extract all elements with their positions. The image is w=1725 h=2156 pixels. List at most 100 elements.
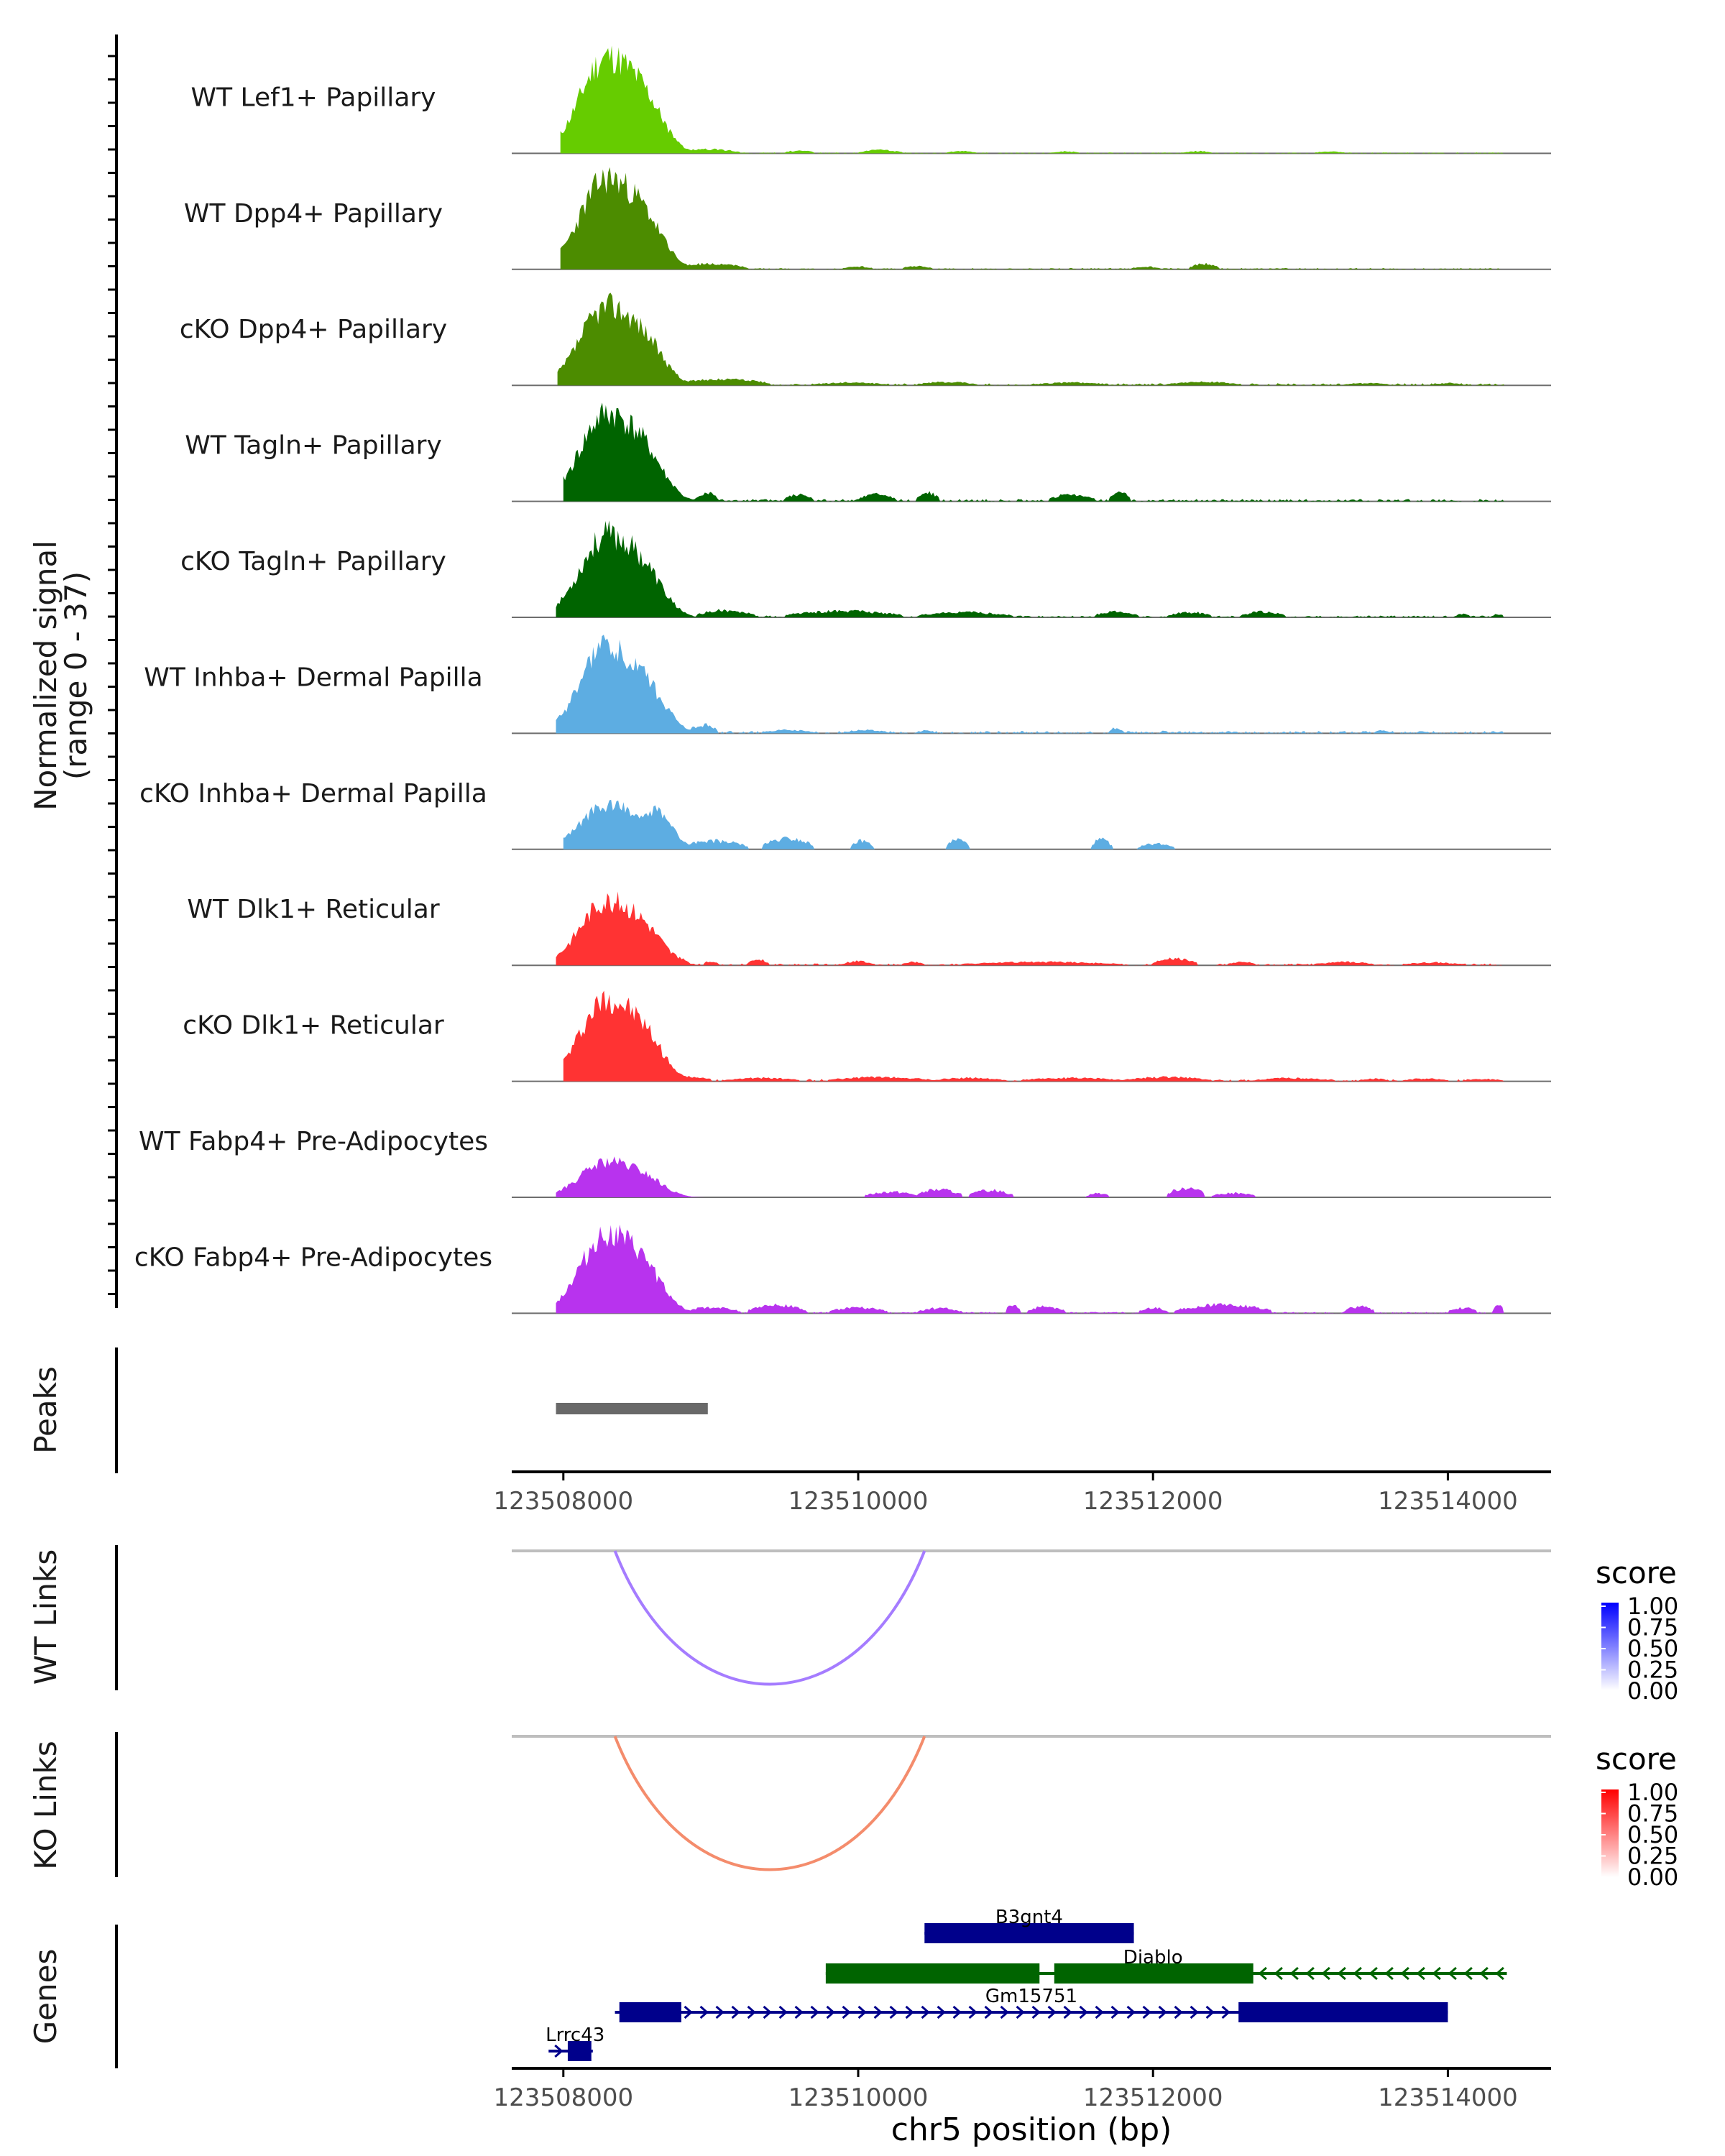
strand-chevron (968, 2005, 978, 2019)
coverage-track: WT Inhba+ Dermal Papilla (144, 635, 1551, 734)
strand-chevron (1016, 2005, 1025, 2019)
ko-links-y-label: KO Links (28, 1741, 63, 1870)
coverage-area (556, 1156, 1256, 1197)
strand-chevron (1258, 1966, 1267, 1981)
strand-chevron (826, 2005, 835, 2019)
strand-chevron (1384, 1966, 1394, 1981)
strand-chevron (1047, 2005, 1057, 2019)
peak-ranges (556, 1403, 708, 1414)
wt-link-arcs (613, 1550, 926, 1686)
strand-chevron (1368, 1966, 1378, 1981)
strand-chevron (889, 2005, 898, 2019)
coverage-track: WT Fabp4+ Pre-Adipocytes (139, 1127, 1551, 1198)
strand-chevron (1448, 1966, 1457, 1981)
strand-chevron (731, 2005, 740, 2019)
ko-links-panel: KO Links score 1.000.750.500.250.00 (28, 1732, 1678, 1891)
coverage-track: WT Dpp4+ Papillary (184, 167, 1551, 270)
gene-exon (1054, 1963, 1254, 1984)
strand-chevron (1416, 1966, 1425, 1981)
gene-model: Gm15751 (615, 1986, 1448, 2022)
strand-chevron (1305, 1966, 1315, 1981)
link-arc (613, 1736, 926, 1871)
gene-label: Gm15751 (985, 1986, 1077, 2007)
coverage-y-ticks (108, 55, 116, 1295)
strand-chevron (1174, 2005, 1183, 2019)
coverage-area (563, 402, 1504, 502)
coverage-track: WT Tagln+ Papillary (185, 402, 1551, 502)
gene-exon (619, 2002, 681, 2022)
track-label: WT Lef1+ Papillary (191, 83, 436, 112)
coverage-track: cKO Dlk1+ Reticular (183, 990, 1551, 1082)
legend-label: 0.50 (1627, 1635, 1678, 1662)
coverage-track: WT Dlk1+ Reticular (187, 891, 1551, 967)
peak-bar (556, 1403, 708, 1414)
gene-model: Lrrc43 (546, 2024, 604, 2061)
strand-chevron (1110, 2005, 1120, 2019)
coverage-y-label: Normalized signal (28, 540, 63, 811)
genes-x-axis: 123508000 123510000 123512000 123514000 (493, 2068, 1518, 2112)
x-tick-label: 123512000 (1083, 2083, 1223, 2112)
peaks-y-label: Peaks (28, 1366, 63, 1454)
track-label: cKO Dpp4+ Papillary (180, 315, 447, 344)
strand-chevron (699, 2005, 709, 2019)
strand-chevron (810, 2005, 819, 2019)
ko-legend-title: score (1596, 1741, 1677, 1777)
ko-links-legend: score 1.000.750.500.250.00 (1596, 1741, 1678, 1891)
strand-chevron (1221, 2005, 1230, 2019)
peaks-x-axis: 123508000 123510000 123512000 123514000 (493, 1472, 1518, 1516)
x-tick-label: 123510000 (788, 2083, 929, 2112)
x-tick-label: 123514000 (1378, 2083, 1518, 2112)
track-label: cKO Inhba+ Dermal Papilla (139, 779, 487, 808)
strand-chevron (715, 2005, 724, 2019)
strand-chevron (937, 2005, 946, 2019)
strand-chevron (1063, 2005, 1072, 2019)
track-label: cKO Fabp4+ Pre-Adipocytes (134, 1243, 492, 1272)
legend-label: 1.00 (1627, 1779, 1678, 1806)
genes-panel: Genes B3gnt4 Diablo Gm15751 Lrrc43 12350800… (28, 1907, 1551, 2148)
ko-legend-labels: 1.000.750.500.250.00 (1601, 1779, 1678, 1891)
gene-exon (567, 2041, 592, 2061)
gene-models: B3gnt4 Diablo Gm15751 Lrrc43 (546, 1907, 1507, 2061)
peaks-panel: Peaks 123508000 123510000 123512000 1235140… (28, 1348, 1551, 1516)
strand-chevron (1479, 1966, 1489, 1981)
gene-exon (825, 1963, 1040, 1984)
strand-chevron (1289, 1966, 1299, 1981)
strand-chevron (1321, 1966, 1330, 1981)
track-label: cKO Tagln+ Papillary (180, 547, 446, 576)
coverage-area (560, 167, 1504, 270)
legend-label: 0.25 (1627, 1657, 1678, 1684)
legend-label: 0.50 (1627, 1821, 1678, 1848)
x-tick-label: 123510000 (788, 1487, 929, 1516)
strand-chevron (1079, 2005, 1088, 2019)
gene-label: Diablo (1123, 1947, 1183, 1968)
strand-chevron (1126, 2005, 1136, 2019)
legend-label: 0.00 (1627, 1677, 1678, 1705)
gene-model: Diablo (825, 1947, 1507, 1984)
coverage-area (563, 990, 1504, 1082)
coverage-area (556, 635, 1504, 734)
ko-link-arcs (613, 1736, 926, 1871)
coverage-area (563, 799, 1190, 849)
strand-chevron (1432, 1966, 1441, 1981)
ko-legend-colorbar (1601, 1789, 1619, 1877)
strand-chevron (921, 2005, 930, 2019)
legend-label: 0.75 (1627, 1614, 1678, 1641)
track-label: WT Dpp4+ Papillary (184, 199, 443, 229)
coverage-track: cKO Tagln+ Papillary (180, 520, 1551, 618)
x-tick-label: 123508000 (493, 2083, 633, 2112)
link-arc (613, 1550, 926, 1686)
strand-chevron (778, 2005, 788, 2019)
gene-exon (924, 1923, 1134, 1943)
strand-chevron (842, 2005, 851, 2019)
strand-chevron (1400, 1966, 1409, 1981)
coverage-area (556, 520, 1504, 617)
track-label: WT Fabp4+ Pre-Adipocytes (139, 1127, 488, 1156)
track-label: WT Dlk1+ Reticular (187, 895, 439, 924)
wt-legend-colorbar (1601, 1603, 1619, 1690)
strand-chevron (1190, 2005, 1199, 2019)
strand-chevron (554, 2044, 564, 2058)
strand-chevron (684, 2005, 693, 2019)
track-label: WT Tagln+ Papillary (185, 431, 442, 461)
strand-chevron (1031, 2005, 1041, 2019)
